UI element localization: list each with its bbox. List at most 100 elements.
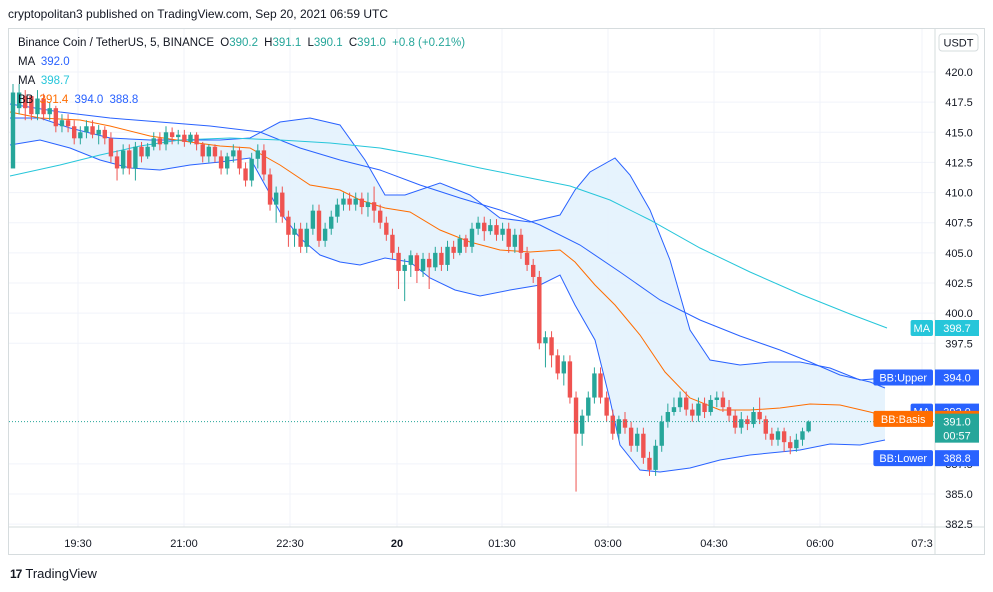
chart-legend: Binance Coin / TetherUS, 5, BINANCE O390…	[18, 34, 465, 110]
candle-body	[151, 138, 156, 147]
bb-lower-line	[9, 139, 886, 473]
candle-body	[420, 258, 426, 271]
candle-body	[677, 397, 683, 408]
candle-body	[433, 252, 438, 268]
candle-body	[298, 228, 303, 247]
candle-body	[47, 108, 52, 115]
price-tag-value: 398.7	[943, 323, 971, 335]
x-tick-label: 22:30	[276, 538, 304, 550]
candle-body	[35, 98, 40, 115]
candle-body	[751, 412, 756, 425]
candle-body	[567, 361, 573, 398]
price-tag-label: BB:Lower	[879, 453, 927, 465]
candle-body	[543, 337, 548, 344]
candle-body	[622, 419, 628, 428]
candle-body	[708, 399, 713, 413]
y-tick-label: 397.5	[945, 338, 973, 350]
legend-ma2-row[interactable]: MA 398.7	[18, 75, 70, 87]
candle-body	[378, 210, 383, 223]
candle-body	[139, 146, 144, 157]
candle-body	[788, 442, 793, 449]
candle-body	[769, 433, 775, 440]
candle-body	[114, 156, 120, 169]
candle-body	[322, 228, 328, 241]
candle-body	[512, 234, 518, 247]
candle-body	[573, 397, 579, 434]
y-tick-label: 407.5	[945, 218, 973, 230]
last-price-tag	[935, 413, 979, 443]
candle-body	[23, 96, 28, 109]
candle-body	[200, 144, 205, 157]
candle-body	[310, 210, 316, 229]
candle-body	[261, 150, 267, 175]
candle-body	[133, 146, 138, 169]
bb-basis-value: 391.4	[39, 94, 69, 106]
candle-body	[457, 238, 462, 253]
candle-body	[212, 146, 218, 157]
y-tick-label: 420.0	[945, 67, 973, 79]
candle-body	[524, 252, 530, 265]
legend-ma1-row[interactable]: MA 392.0	[18, 56, 70, 68]
candle-body	[653, 445, 658, 470]
candle-body	[494, 225, 499, 235]
candle-body	[451, 246, 456, 253]
brand-name: TradingView	[25, 566, 97, 581]
ma-fast-line	[9, 103, 886, 389]
price-tag-label-box	[873, 410, 933, 427]
candle-body	[469, 228, 475, 247]
candle-body	[102, 129, 107, 139]
candle-body	[286, 216, 291, 235]
price-tag-label: BB:Basis	[881, 414, 926, 426]
y-tick-label: 410.0	[945, 188, 973, 200]
candle-body	[586, 397, 591, 416]
y-tick-label: 385.0	[945, 489, 973, 501]
candle-body	[390, 234, 395, 253]
candle-body	[739, 419, 744, 428]
price-tag-label: MA	[914, 323, 931, 335]
candle-body	[206, 146, 212, 157]
candle-body	[267, 174, 273, 205]
candle-body	[616, 419, 622, 434]
candle-body	[806, 421, 811, 432]
legend-bb-row[interactable]: BB 391.4 394.0 388.8	[18, 94, 139, 106]
change-value: +0.8 (+0.21%)	[392, 37, 466, 49]
candle-body	[414, 255, 420, 271]
candle-body	[475, 222, 481, 229]
candle-body	[800, 431, 805, 440]
candle-body	[463, 238, 469, 247]
bollinger-band-fill	[10, 118, 885, 472]
last-price-value: 391.0	[943, 417, 971, 429]
candle-body	[659, 421, 664, 446]
ma-slow-line	[9, 137, 888, 329]
candle-body	[304, 228, 309, 247]
candle-body	[292, 228, 297, 235]
candle-body	[273, 192, 279, 205]
price-tag-label-box	[873, 369, 933, 386]
tradingview-brand[interactable]: 17 TradingView	[10, 566, 97, 581]
close-value: 391.0	[357, 37, 386, 49]
open-value: 390.2	[229, 37, 258, 49]
price-tag-value: 394.0	[943, 372, 971, 384]
candle-body	[96, 129, 101, 135]
candle-body	[108, 138, 114, 157]
candle-body	[696, 403, 701, 416]
price-tag-label: BB:Upper	[879, 372, 927, 384]
candle-body	[506, 228, 511, 247]
candle-body	[488, 225, 493, 232]
candle-body	[561, 361, 566, 374]
y-tick-label: 412.5	[945, 157, 973, 169]
candle-body	[592, 373, 597, 398]
candle-body	[353, 198, 358, 205]
price-tag-label-box	[873, 450, 933, 467]
candle-body	[59, 120, 65, 127]
candle-body	[426, 258, 432, 268]
candle-body	[329, 216, 334, 229]
candle-body	[90, 126, 95, 135]
x-tick-label: 03:00	[594, 538, 622, 550]
publish-info: cryptopolitan3 published on TradingView.…	[8, 7, 389, 21]
candle-body	[531, 264, 536, 277]
y-tick-label: 382.5	[945, 519, 973, 531]
candle-body	[610, 415, 615, 434]
candle-body	[439, 252, 444, 265]
